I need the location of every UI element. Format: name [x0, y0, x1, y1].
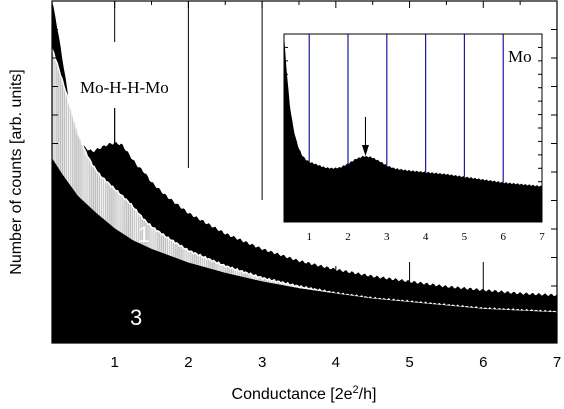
inset-series-area — [284, 34, 542, 222]
inset-peak-arrow-head — [361, 145, 369, 156]
inset-x-tick-label-3: 3 — [384, 231, 390, 243]
main-grid-lines — [114, 1, 484, 298]
x-tick-label-6: 6 — [479, 354, 487, 371]
inset-peak-arrow — [361, 117, 369, 156]
inset-x-tick-label-6: 6 — [500, 231, 506, 243]
inset-x-tick-label-1: 1 — [306, 231, 312, 243]
series-label-2: 2 — [136, 263, 148, 288]
inset-grid-lines — [308, 34, 504, 183]
inset-x-tick-label-4: 4 — [423, 231, 429, 243]
x-tick-label-5: 5 — [405, 354, 413, 371]
series-3-area — [52, 158, 557, 343]
main-y-ticks — [52, 29, 557, 315]
peak-arrow-head — [110, 150, 119, 163]
x-tick-label-2: 2 — [184, 354, 192, 371]
series-label-1: 1 — [138, 222, 150, 247]
inset-title: Mo — [508, 47, 532, 66]
inset-x-tick-label-7: 7 — [539, 231, 545, 243]
series-label-3: 3 — [130, 305, 142, 330]
main-plot: 1 2 3 4 5 6 7 Mo-H-H-Mo 1 2 3 — [51, 0, 561, 371]
inset-series-area-path — [284, 34, 542, 222]
annotation-label: Mo-H-H-Mo — [80, 78, 169, 97]
x-tick-label-4: 4 — [332, 354, 340, 371]
peak-arrow — [110, 108, 119, 163]
inset-y-ticks — [284, 46, 542, 210]
x-tick-label-7: 7 — [553, 354, 561, 371]
main-x-ticks: 1 2 3 4 5 6 7 — [110, 1, 561, 371]
inset-x-ticks: 1 2 3 4 5 6 7 — [306, 217, 545, 243]
x-tick-label-3: 3 — [258, 354, 266, 371]
x-tick-label-1: 1 — [110, 354, 118, 371]
inset-x-tick-label-2: 2 — [345, 231, 351, 243]
y-axis-label: Number of counts [arb. units] — [8, 69, 25, 274]
inset-x-tick-label-5: 5 — [462, 231, 468, 243]
inset-plot: 1 2 3 4 5 6 7 Mo — [277, 18, 549, 248]
main-series-areas — [52, 1, 557, 343]
x-axis-label: Conductance [2e2/h] — [232, 384, 377, 403]
